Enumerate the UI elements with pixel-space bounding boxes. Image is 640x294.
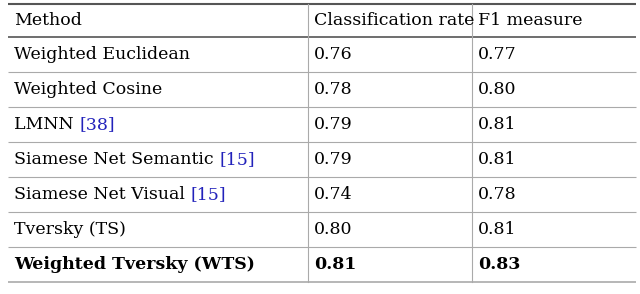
Text: [38]: [38] — [79, 116, 115, 133]
Text: Weighted Euclidean: Weighted Euclidean — [14, 46, 190, 63]
Text: LMNN: LMNN — [14, 116, 79, 133]
Text: 0.81: 0.81 — [478, 151, 516, 168]
Text: 0.79: 0.79 — [314, 151, 353, 168]
Text: 0.74: 0.74 — [314, 186, 353, 203]
Text: F1 measure: F1 measure — [478, 12, 582, 29]
Text: Siamese Net Semantic: Siamese Net Semantic — [14, 151, 219, 168]
Text: Weighted Cosine: Weighted Cosine — [14, 81, 163, 98]
Text: Weighted Tversky (WTS): Weighted Tversky (WTS) — [14, 256, 255, 273]
Text: 0.81: 0.81 — [314, 256, 356, 273]
Text: [15]: [15] — [219, 151, 255, 168]
Text: 0.81: 0.81 — [478, 116, 516, 133]
Text: 0.80: 0.80 — [478, 81, 516, 98]
Text: Tversky (TS): Tversky (TS) — [14, 221, 126, 238]
Text: Method: Method — [14, 12, 82, 29]
Text: 0.79: 0.79 — [314, 116, 353, 133]
Text: 0.78: 0.78 — [314, 81, 353, 98]
Text: 0.80: 0.80 — [314, 221, 353, 238]
Text: [15]: [15] — [190, 186, 226, 203]
Text: Classification rate: Classification rate — [314, 12, 474, 29]
Text: 0.81: 0.81 — [478, 221, 516, 238]
Text: 0.77: 0.77 — [478, 46, 516, 63]
Text: 0.83: 0.83 — [478, 256, 520, 273]
Text: Siamese Net Visual: Siamese Net Visual — [14, 186, 190, 203]
Text: 0.78: 0.78 — [478, 186, 516, 203]
Text: 0.76: 0.76 — [314, 46, 353, 63]
